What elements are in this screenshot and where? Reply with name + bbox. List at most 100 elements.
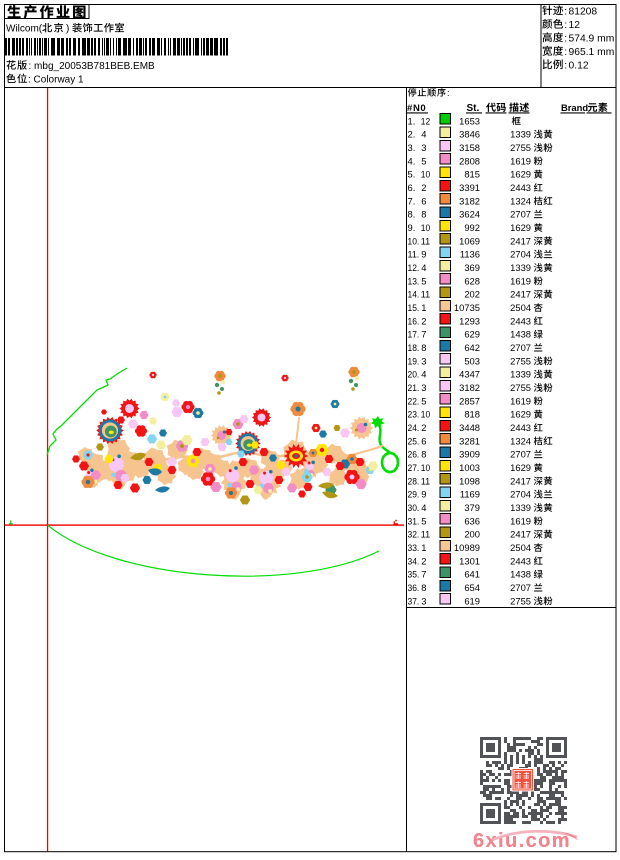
svg-text:641: 641 xyxy=(464,569,480,580)
svg-text:6: 6 xyxy=(421,435,426,446)
svg-text:1629: 1629 xyxy=(510,222,531,233)
svg-text:200: 200 xyxy=(464,529,480,540)
svg-text:1069: 1069 xyxy=(459,235,480,246)
svg-text:7: 7 xyxy=(421,569,426,580)
svg-text:5: 5 xyxy=(421,155,426,166)
svg-text:30.: 30. xyxy=(408,502,420,513)
svg-text:10: 10 xyxy=(421,169,430,180)
svg-text:0.12: 0.12 xyxy=(569,60,589,71)
svg-text:3.: 3. xyxy=(408,142,416,153)
svg-text:3: 3 xyxy=(421,382,426,393)
svg-text:2857: 2857 xyxy=(459,395,480,406)
svg-text:2: 2 xyxy=(421,315,426,326)
svg-text:12: 12 xyxy=(569,20,581,31)
svg-text:19.: 19. xyxy=(408,355,420,366)
svg-text:2704: 2704 xyxy=(510,489,531,500)
svg-text:11.: 11. xyxy=(408,249,420,260)
svg-text:26.: 26. xyxy=(408,449,420,460)
svg-text:10: 10 xyxy=(421,409,430,420)
svg-text:11: 11 xyxy=(421,529,430,540)
svg-text:2443: 2443 xyxy=(510,555,531,566)
svg-text:9: 9 xyxy=(421,249,426,260)
svg-text:379: 379 xyxy=(464,502,480,513)
svg-text:10: 10 xyxy=(421,462,430,473)
svg-text:2504: 2504 xyxy=(510,542,531,553)
svg-text:992: 992 xyxy=(464,222,480,233)
svg-text:1438: 1438 xyxy=(510,569,531,580)
svg-text:11: 11 xyxy=(421,475,430,486)
svg-text:1619: 1619 xyxy=(510,515,531,526)
svg-text:1629: 1629 xyxy=(510,409,531,420)
svg-text:4: 4 xyxy=(421,369,426,380)
svg-text:16.: 16. xyxy=(408,315,420,326)
svg-text:20.: 20. xyxy=(408,369,420,380)
svg-text:6.: 6. xyxy=(408,182,416,193)
svg-text:N0: N0 xyxy=(413,103,426,114)
svg-text:5.: 5. xyxy=(408,169,416,180)
svg-text:St.: St. xyxy=(467,103,480,114)
svg-text:3624: 3624 xyxy=(459,209,480,220)
svg-text:642: 642 xyxy=(464,342,480,353)
svg-text:10: 10 xyxy=(421,222,430,233)
svg-text:818: 818 xyxy=(464,409,480,420)
svg-text:1098: 1098 xyxy=(459,475,480,486)
svg-text:2: 2 xyxy=(421,182,426,193)
svg-text:: mbg_20053B781BEB.EMB: : mbg_20053B781BEB.EMB xyxy=(29,61,156,72)
svg-text:7.: 7. xyxy=(408,195,416,206)
svg-text:35.: 35. xyxy=(408,569,420,580)
svg-text:202: 202 xyxy=(464,289,480,300)
svg-text:619: 619 xyxy=(464,595,480,606)
svg-text:2417: 2417 xyxy=(510,529,531,540)
svg-text:27.: 27. xyxy=(408,462,420,473)
svg-text:1301: 1301 xyxy=(459,555,480,566)
svg-text:#: # xyxy=(407,103,413,114)
svg-text:3182: 3182 xyxy=(459,195,480,206)
svg-text:2707: 2707 xyxy=(510,209,531,220)
svg-text:1339: 1339 xyxy=(510,129,531,140)
svg-text::: : xyxy=(447,88,450,98)
svg-text:629: 629 xyxy=(464,329,480,340)
svg-text:1339: 1339 xyxy=(510,369,531,380)
svg-text:3448: 3448 xyxy=(459,422,480,433)
svg-text:6xiu.com: 6xiu.com xyxy=(473,830,571,852)
svg-text:1136: 1136 xyxy=(460,249,480,260)
svg-text:3158: 3158 xyxy=(459,142,480,153)
svg-text::: : xyxy=(564,33,567,44)
svg-text:2: 2 xyxy=(421,555,426,566)
svg-text:2704: 2704 xyxy=(510,249,531,260)
svg-text:2443: 2443 xyxy=(510,182,531,193)
svg-text:36.: 36. xyxy=(408,582,420,593)
svg-text:2504: 2504 xyxy=(510,302,531,313)
svg-text:81208: 81208 xyxy=(569,6,598,17)
svg-text:8: 8 xyxy=(421,582,426,593)
svg-text:4: 4 xyxy=(421,502,426,513)
svg-text:628: 628 xyxy=(464,275,480,286)
svg-text:34.: 34. xyxy=(408,555,420,566)
svg-text:1324: 1324 xyxy=(510,435,531,446)
svg-text:4.: 4. xyxy=(408,155,416,166)
svg-text:33.: 33. xyxy=(408,542,420,553)
svg-text:18.: 18. xyxy=(408,342,420,353)
svg-text:4: 4 xyxy=(421,129,426,140)
svg-text:8: 8 xyxy=(421,209,426,220)
svg-text:3: 3 xyxy=(421,355,426,366)
svg-text:10989: 10989 xyxy=(454,542,480,553)
svg-text:14.: 14. xyxy=(408,289,420,300)
svg-text:1003: 1003 xyxy=(459,462,480,473)
svg-text:2.: 2. xyxy=(408,129,416,140)
svg-text:31.: 31. xyxy=(408,515,420,526)
svg-text:2755: 2755 xyxy=(510,355,531,366)
svg-text:12.: 12. xyxy=(408,262,420,273)
svg-text:3846: 3846 xyxy=(459,129,480,140)
svg-text:2707: 2707 xyxy=(510,582,531,593)
svg-text:10.: 10. xyxy=(408,235,420,246)
svg-text::: : xyxy=(564,60,567,71)
svg-text:25.: 25. xyxy=(408,435,420,446)
svg-text:3281: 3281 xyxy=(459,435,480,446)
svg-text:2443: 2443 xyxy=(510,422,531,433)
svg-text:2808: 2808 xyxy=(459,155,480,166)
svg-text:1653: 1653 xyxy=(459,115,480,126)
svg-text:4347: 4347 xyxy=(459,369,480,380)
svg-text:3: 3 xyxy=(421,595,426,606)
svg-text:Brand: Brand xyxy=(561,102,588,113)
